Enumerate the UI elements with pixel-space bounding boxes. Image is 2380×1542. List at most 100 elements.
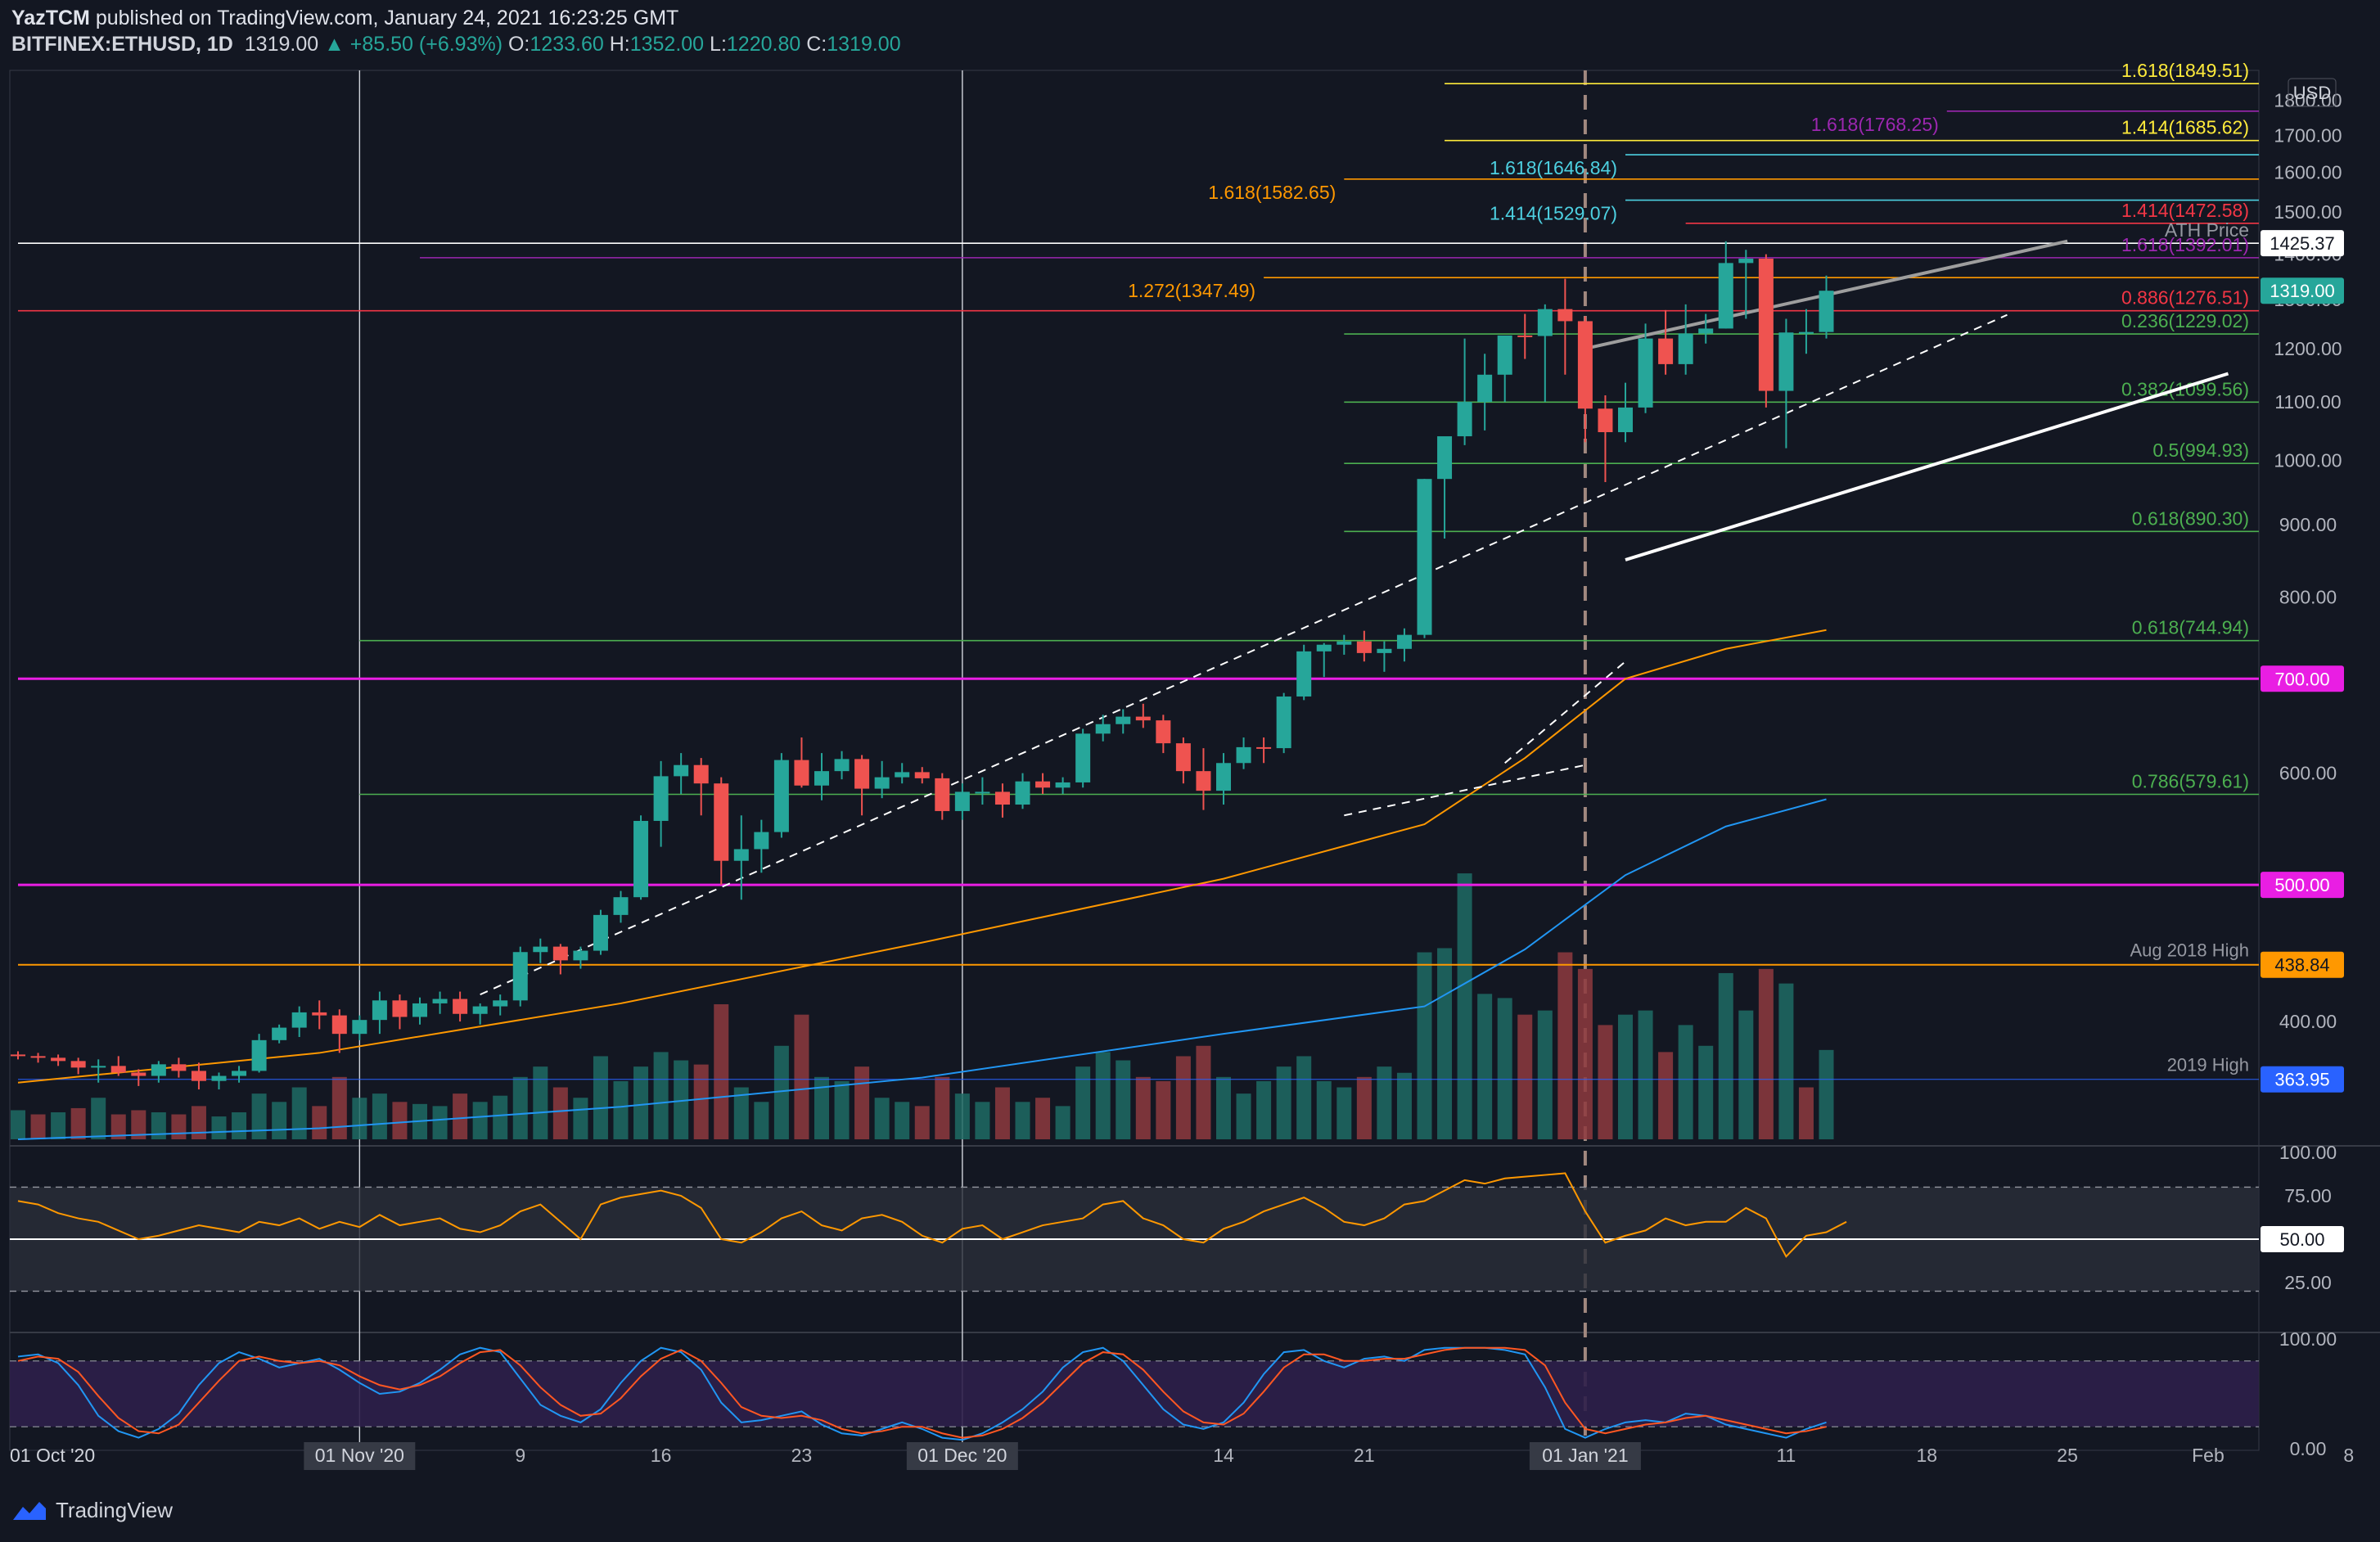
volume-bar [1256,1080,1272,1139]
volume-bar [51,1112,66,1139]
candle-body [1156,720,1171,744]
candle-body [1778,332,1794,391]
volume-bar [1135,1076,1151,1139]
volume-bar [1497,998,1512,1139]
candle-body [232,1071,247,1076]
volume-bar [493,1095,508,1139]
volume-bar [1276,1066,1291,1139]
stoch-line [17,1346,1827,1439]
candle-body [312,1012,327,1016]
currency-label: USD [2293,83,2331,103]
volume-bar [1457,873,1472,1139]
candle-body [814,771,829,786]
volume-bar [312,1106,327,1139]
price-axis-tick: 1800.00 [2274,90,2342,111]
volume-bar [954,1093,970,1139]
candle-body [975,791,990,794]
price-axis-badge-label: 363.95 [2274,1070,2329,1090]
volume-bar [1015,1102,1030,1139]
volume-bar [733,1087,749,1139]
candle-body [533,946,548,953]
volume-bar [533,1066,548,1139]
candle-body [30,1056,46,1058]
tradingview-brand[interactable]: TradingView [11,1498,173,1523]
volume-bar [633,1066,649,1139]
price-axis-tick: 1100.00 [2274,391,2341,413]
volume-bar [91,1098,106,1139]
volume-bar [171,1114,187,1139]
candle-body [1557,309,1573,322]
candle-body [1035,781,1051,788]
candle-body [70,1061,86,1068]
volume-bar [874,1098,890,1139]
volume-bar [1075,1066,1091,1139]
volume-bar [232,1112,247,1139]
time-axis-tick: 01 Nov '20 [315,1445,404,1466]
candle-body [211,1075,227,1081]
candle-body [251,1039,267,1071]
candle-body [412,1003,427,1017]
level-label: 0.618(890.30) [2132,507,2249,529]
last-price-badge [2261,277,2344,304]
volume-bar [1678,1025,1693,1139]
publisher-name[interactable]: YazTCM [11,7,90,29]
volume-bar [291,1087,307,1139]
level-label: 1.618(1849.51) [2121,60,2249,81]
trendline [1344,764,1586,817]
time-axis-tick: Feb [2192,1445,2224,1466]
candle-body [1598,408,1613,433]
volume-bar [11,1110,25,1139]
candle-body [110,1066,126,1073]
candle-body [1296,651,1312,697]
candle-body [131,1072,146,1076]
candle-body [1095,724,1111,734]
volume-bar [653,1052,669,1139]
volume-bar [1658,1052,1674,1139]
candle-body [91,1066,106,1068]
candle-body [171,1064,187,1071]
candle-body [573,950,588,961]
close-value: 1319.00 [827,33,901,56]
level-label: 0.382(1099.56) [2121,378,2249,399]
symbol-name[interactable]: BITFINEX:ETHUSD, 1D [11,33,233,56]
volume-bar [1698,1045,1714,1139]
volume-bar [1216,1076,1231,1139]
time-axis-tick: 8 [2343,1445,2354,1466]
volume-bar [1758,968,1774,1139]
volume-bar [251,1093,267,1139]
volume-bar [914,1106,930,1139]
trendline [1625,372,2229,561]
candle-body [493,1000,508,1007]
low-value: 1220.80 [726,33,801,56]
level-label: 0.5(994.93) [2152,440,2249,461]
candle-body [854,759,870,789]
volume-bar [211,1116,227,1139]
volume-bar [432,1106,448,1139]
candle-body [1417,479,1432,635]
candle-body [331,1015,347,1035]
candle-body [151,1064,166,1076]
candle-body [1618,407,1633,433]
volume-bar [1336,1087,1352,1139]
candle-body [935,778,950,811]
time-axis-tick: 23 [791,1445,813,1466]
time-axis-tick: 9 [515,1445,525,1466]
volume-bar [895,1102,910,1139]
volume-bar [1377,1066,1392,1139]
time-axis-tick: 01 Dec '20 [917,1445,1007,1466]
currency-box [2288,78,2337,107]
level-label: 1.414(1529.07) [1490,203,1617,224]
stoch-band [10,1360,2259,1427]
price-axis-tick: 600.00 [2279,763,2337,784]
level-label: 0.618(744.94) [2132,617,2249,638]
candle-body [1798,331,1814,334]
tradingview-logo-icon [13,1501,46,1520]
candle-body [754,832,769,850]
candle-body [794,760,809,786]
candle-body [191,1071,206,1081]
candle-body [593,914,608,951]
rsi-axis-tick: 100.00 [2279,1142,2337,1163]
open-value: 1233.60 [530,33,604,56]
candle-body [1738,258,1754,264]
